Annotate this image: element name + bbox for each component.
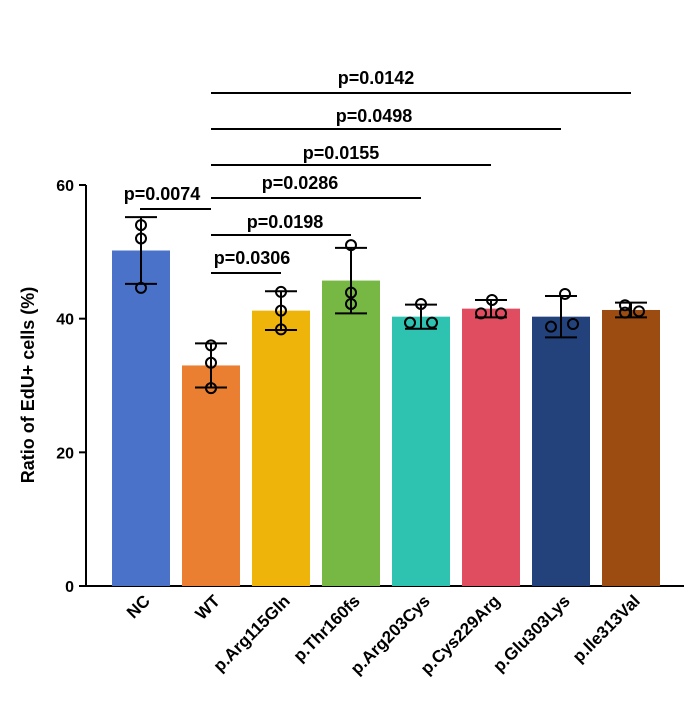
data-point bbox=[415, 297, 427, 310]
bar bbox=[392, 316, 450, 586]
category-labels: NC WTp.Arg115Glnp.Thr160fsp.Arg203Cysp.Cy… bbox=[123, 591, 644, 678]
data-point bbox=[205, 382, 217, 395]
data-point bbox=[559, 287, 571, 300]
p-value-label: p=0.0286 bbox=[262, 173, 339, 193]
data-point bbox=[426, 316, 438, 329]
data-point bbox=[275, 285, 287, 298]
p-value-label: p=0.0142 bbox=[338, 68, 415, 88]
data-point bbox=[205, 356, 217, 369]
p-value-label: p=0.0074 bbox=[124, 184, 201, 204]
data-point bbox=[567, 318, 579, 331]
data-point bbox=[486, 293, 498, 306]
comparison: p=0.0198 bbox=[211, 212, 351, 236]
data-point bbox=[135, 232, 147, 245]
data-point bbox=[619, 306, 631, 319]
comparison: p=0.0498 bbox=[211, 106, 561, 130]
data-point bbox=[345, 239, 357, 252]
data-point bbox=[135, 219, 147, 232]
bars bbox=[112, 250, 660, 586]
y-tick-label: 40 bbox=[56, 312, 74, 329]
comparisons: p=0.0074 p=0.0306 p=0.0198 p=0.0286 p=0.0155… bbox=[124, 68, 631, 274]
data-point bbox=[345, 297, 357, 310]
comparison: p=0.0142 bbox=[211, 68, 631, 94]
data-point bbox=[404, 316, 416, 329]
error-bar bbox=[335, 246, 367, 315]
data-point bbox=[475, 307, 487, 320]
p-value-label: p=0.0498 bbox=[336, 106, 413, 126]
y-tick-label: 20 bbox=[56, 445, 74, 462]
category-label: p.Ile313Val bbox=[569, 591, 644, 666]
data-point bbox=[275, 323, 287, 336]
y-axis-label: Ratio of EdU+ cells (%) bbox=[18, 287, 38, 484]
y-tick-label: 60 bbox=[56, 178, 74, 195]
data-point bbox=[619, 299, 631, 312]
bar bbox=[112, 250, 170, 586]
comparison: p=0.0306 bbox=[211, 248, 291, 274]
bar bbox=[322, 280, 380, 586]
data-point bbox=[205, 339, 217, 352]
comparison: p=0.0074 bbox=[124, 184, 211, 210]
data-points bbox=[135, 219, 645, 395]
data-point bbox=[275, 304, 287, 317]
data-point bbox=[633, 305, 645, 318]
bar bbox=[252, 310, 310, 586]
p-value-label: p=0.0155 bbox=[303, 143, 380, 163]
p-value-label: p=0.0306 bbox=[214, 248, 291, 268]
data-point bbox=[345, 286, 357, 299]
y-tick-label: 0 bbox=[65, 579, 74, 596]
data-point bbox=[545, 320, 557, 333]
category-label: WT bbox=[192, 591, 225, 624]
category-label: NC bbox=[123, 591, 154, 622]
comparison: p=0.0155 bbox=[211, 143, 491, 166]
bar bbox=[532, 316, 590, 586]
bar bbox=[462, 308, 520, 586]
comparison: p=0.0286 bbox=[211, 173, 421, 199]
p-value-label: p=0.0198 bbox=[247, 212, 324, 232]
bar bbox=[602, 309, 660, 586]
data-point bbox=[135, 281, 147, 294]
category-label: p.Thr160fs bbox=[290, 591, 364, 665]
bar bbox=[182, 365, 240, 586]
data-point bbox=[495, 307, 507, 320]
